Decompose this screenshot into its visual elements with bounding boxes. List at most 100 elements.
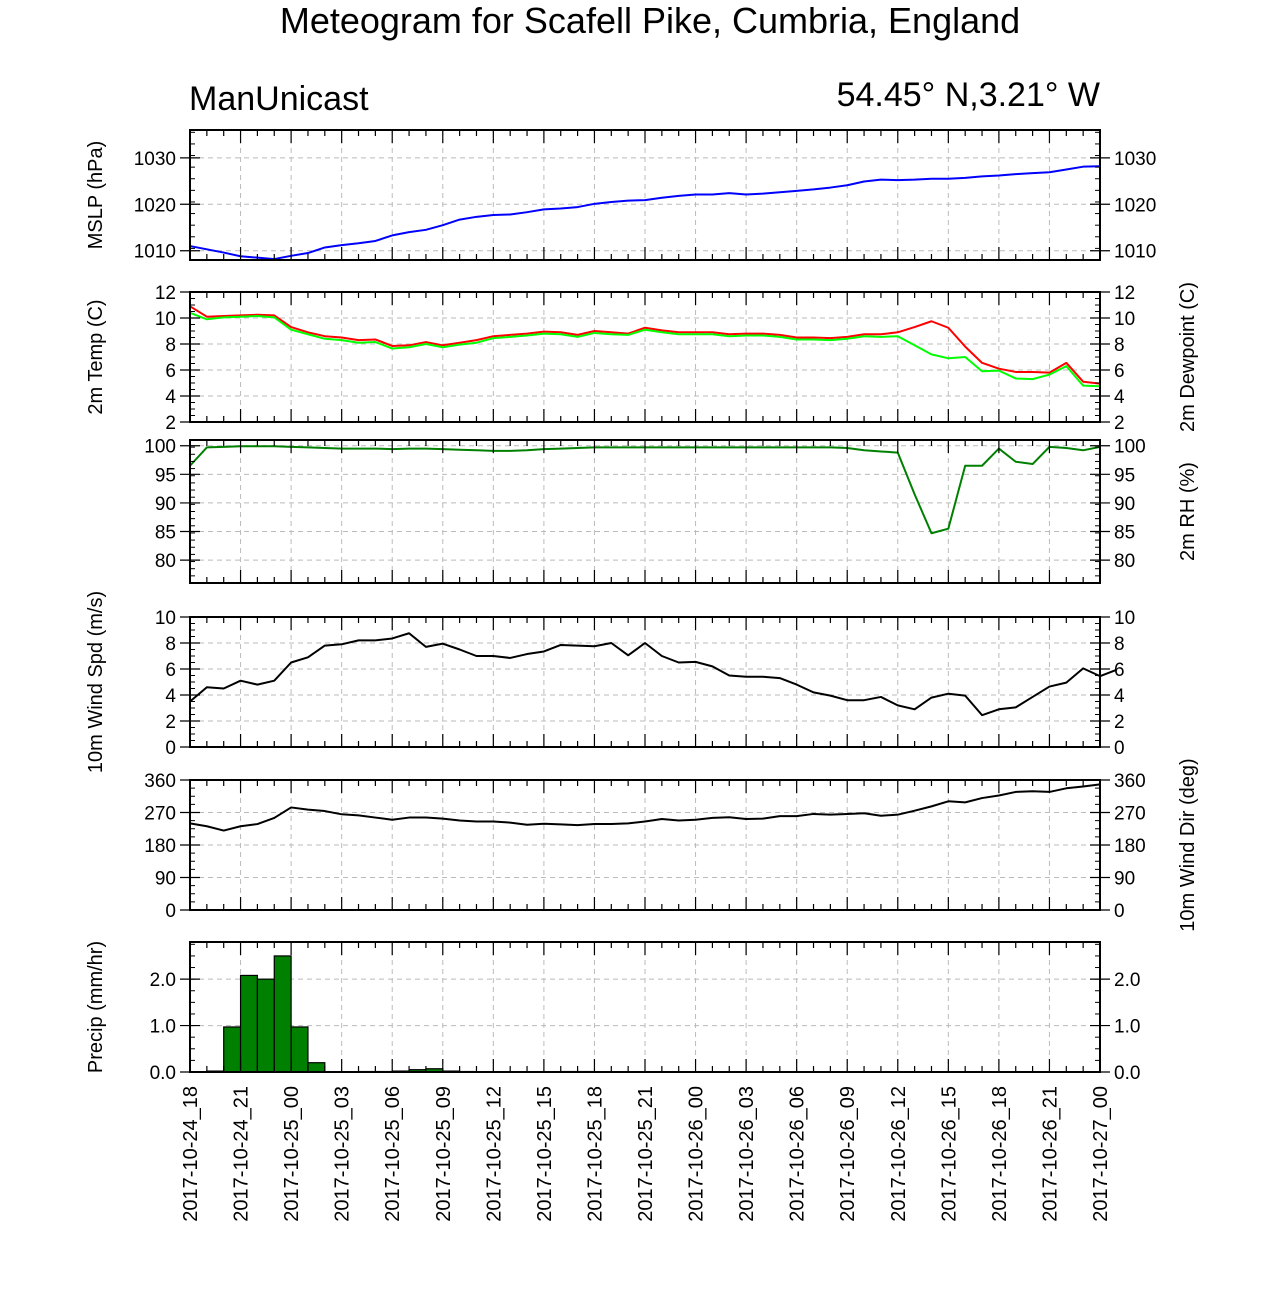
y-tick-label-left: 8 bbox=[165, 634, 176, 655]
x-tick-label: 2017-10-24_21 bbox=[231, 1086, 253, 1222]
y-tick-label-right: 360 bbox=[1114, 771, 1146, 792]
y-tick-label-right: 1030 bbox=[1114, 149, 1156, 170]
y-tick-label-right: 0 bbox=[1114, 738, 1125, 759]
series-line-wdir-0 bbox=[189, 783, 1101, 832]
panel-mslp: 1010 1010 1020 1020 1030 1030 MSLP (hPa) bbox=[85, 129, 1156, 263]
y-axis-label-right: 2m RH (%) bbox=[1177, 462, 1199, 561]
y-tick-label-left: 4 bbox=[165, 686, 176, 707]
y-tick-label-right: 1010 bbox=[1114, 242, 1156, 263]
x-tick-label: 2017-10-26_15 bbox=[938, 1086, 960, 1222]
y-tick-label-right: 6 bbox=[1114, 361, 1125, 382]
y-tick-label-left: 4 bbox=[165, 387, 176, 408]
y-tick-label-right: 6 bbox=[1114, 660, 1125, 681]
precip-bar bbox=[239, 974, 259, 1073]
y-tick-label-right: 270 bbox=[1114, 804, 1146, 825]
x-tick-label: 2017-10-25_21 bbox=[635, 1086, 657, 1222]
x-tick-label: 2017-10-25_00 bbox=[281, 1086, 303, 1222]
model-label: ManUnicast bbox=[189, 80, 369, 118]
y-tick-label-left: 1.0 bbox=[150, 1017, 176, 1038]
x-tick-label: 2017-10-26_03 bbox=[736, 1086, 758, 1222]
y-axis-label-left: MSLP (hPa) bbox=[85, 141, 107, 250]
precip-bar bbox=[273, 955, 292, 1073]
precip-bar bbox=[256, 978, 275, 1073]
x-tick-label: 2017-10-24_18 bbox=[180, 1086, 202, 1222]
y-axis-label-left: Precip (mm/hr) bbox=[85, 941, 107, 1073]
x-tick-label: 2017-10-26_12 bbox=[888, 1086, 910, 1222]
panel-rh: 80 80 85 85 90 90 95 95 100 100 2m RH (%) bbox=[144, 437, 1199, 584]
y-tick-label-left: 12 bbox=[155, 283, 176, 304]
y-tick-label-right: 100 bbox=[1114, 437, 1146, 458]
y-tick-label-left: 1020 bbox=[134, 195, 176, 216]
chart-title: Meteogram for Scafell Pike, Cumbria, Eng… bbox=[279, 0, 1021, 41]
y-tick-label-left: 270 bbox=[144, 804, 176, 825]
y-axis-label-right: 10m Wind Dir (deg) bbox=[1177, 758, 1199, 931]
y-tick-label-left: 80 bbox=[155, 551, 176, 572]
x-tick-label: 2017-10-26_18 bbox=[989, 1086, 1011, 1222]
y-tick-label-left: 90 bbox=[155, 869, 176, 890]
x-tick-label: 2017-10-25_12 bbox=[483, 1086, 505, 1222]
y-tick-label-left: 8 bbox=[165, 335, 176, 356]
y-tick-label-left: 0 bbox=[165, 738, 176, 759]
y-tick-label-right: 4 bbox=[1114, 387, 1125, 408]
y-tick-label-right: 2 bbox=[1114, 712, 1125, 733]
y-tick-label-right: 180 bbox=[1114, 836, 1146, 857]
y-tick-label-left: 1030 bbox=[134, 149, 176, 170]
precip-bar bbox=[307, 1062, 326, 1073]
x-tick-label: 2017-10-25_06 bbox=[382, 1086, 404, 1222]
y-tick-label-left: 10 bbox=[155, 309, 176, 330]
x-tick-label: 2017-10-26_00 bbox=[686, 1086, 708, 1222]
y-tick-label-right: 95 bbox=[1114, 465, 1135, 486]
y-tick-label-right: 8 bbox=[1114, 335, 1125, 356]
y-tick-label-right: 10 bbox=[1114, 309, 1135, 330]
y-tick-label-left: 2.0 bbox=[150, 970, 176, 991]
x-tick-label: 2017-10-25_03 bbox=[332, 1086, 354, 1222]
y-tick-label-right: 0 bbox=[1114, 901, 1125, 922]
y-tick-label-right: 10 bbox=[1114, 608, 1135, 629]
y-tick-label-right: 4 bbox=[1114, 686, 1125, 707]
y-axis-label-right: 2m Dewpoint (C) bbox=[1177, 282, 1199, 432]
y-axis-label-left: 2m Temp (C) bbox=[85, 299, 107, 414]
series-line-wspd-0 bbox=[189, 632, 1118, 717]
y-axis-label-left: 10m Wind Spd (m/s) bbox=[85, 591, 107, 773]
x-tick-label: 2017-10-26_06 bbox=[787, 1086, 809, 1222]
y-tick-label-left: 2 bbox=[165, 712, 176, 733]
panel-wspd: 0 0 2 2 4 4 6 6 8 8 10 10 10m Wind Spd (m/s) bbox=[85, 591, 1135, 773]
y-tick-label-right: 0.0 bbox=[1114, 1063, 1140, 1084]
y-tick-label-left: 180 bbox=[144, 836, 176, 857]
y-tick-label-right: 1020 bbox=[1114, 195, 1156, 216]
series-line-temp-1 bbox=[189, 311, 1101, 388]
y-tick-label-right: 1.0 bbox=[1114, 1017, 1140, 1038]
x-tick-label: 2017-10-26_09 bbox=[837, 1086, 859, 1222]
y-tick-label-right: 80 bbox=[1114, 551, 1135, 572]
y-tick-label-left: 90 bbox=[155, 494, 176, 515]
y-tick-label-right: 8 bbox=[1114, 634, 1125, 655]
y-tick-label-right: 85 bbox=[1114, 523, 1135, 544]
x-tick-label: 2017-10-27_00 bbox=[1090, 1086, 1112, 1222]
y-tick-label-left: 0 bbox=[165, 901, 176, 922]
y-tick-label-left: 360 bbox=[144, 771, 176, 792]
y-tick-label-left: 6 bbox=[165, 660, 176, 681]
y-tick-label-left: 2 bbox=[165, 413, 176, 434]
x-tick-label: 2017-10-25_15 bbox=[534, 1086, 556, 1222]
precip-bar bbox=[223, 1026, 242, 1073]
y-tick-label-left: 10 bbox=[155, 608, 176, 629]
series-line-mslp-0 bbox=[189, 165, 1101, 261]
y-tick-label-left: 0.0 bbox=[150, 1063, 176, 1084]
precip-bar bbox=[290, 1026, 309, 1073]
series-line-temp-0 bbox=[189, 305, 1101, 385]
panel-precip: 0.0 0.0 1.0 1.0 2.0 2.0 Precip (mm/hr) bbox=[85, 941, 1140, 1084]
panel-temp: 2 2 4 4 6 6 8 8 10 10 12 12 2m Temp (C) 2m Dewpoint (… bbox=[85, 282, 1199, 434]
x-tick-label: 2017-10-25_09 bbox=[433, 1086, 455, 1222]
x-tick-label: 2017-10-26_21 bbox=[1039, 1086, 1061, 1222]
panel-wdir: 0 0 90 90 180 180 270 270 360 360 10m Wind Dir (de… bbox=[144, 758, 1199, 931]
y-tick-label-right: 2 bbox=[1114, 413, 1125, 434]
y-tick-label-right: 12 bbox=[1114, 283, 1135, 304]
y-tick-label-left: 6 bbox=[165, 361, 176, 382]
y-tick-label-left: 95 bbox=[155, 465, 176, 486]
y-tick-label-left: 85 bbox=[155, 523, 176, 544]
location-label: 54.45° N,3.21° W bbox=[836, 76, 1100, 114]
y-tick-label-right: 2.0 bbox=[1114, 970, 1140, 991]
y-tick-label-left: 1010 bbox=[134, 242, 176, 263]
